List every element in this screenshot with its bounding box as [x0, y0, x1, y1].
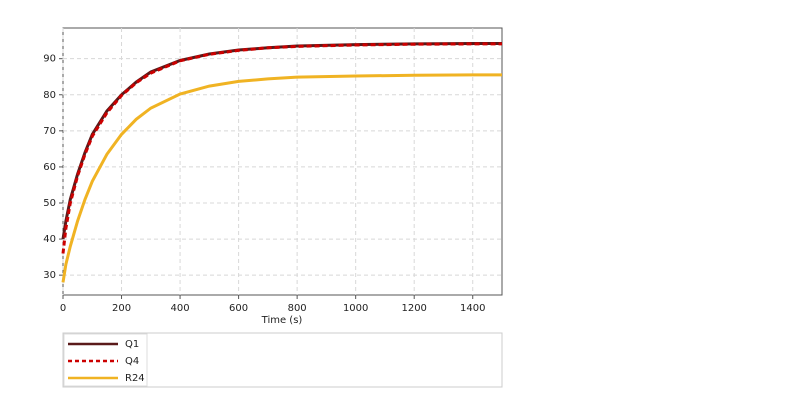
x-tick-label: 1400: [460, 303, 485, 314]
y-tick-label: 80: [43, 90, 56, 101]
legend-label: Q1: [125, 339, 139, 350]
series-line: [61, 73, 502, 283]
x-tick-label: 200: [112, 303, 131, 314]
legend-label: R24: [125, 373, 145, 384]
x-tick-label: 600: [229, 303, 248, 314]
x-tick-label: 800: [288, 303, 307, 314]
series-line: [61, 42, 502, 254]
x-axis-label: Time (s): [261, 315, 303, 326]
y-tick-label: 90: [43, 54, 56, 65]
y-tick-label: 30: [43, 270, 56, 281]
y-tick-label: 40: [43, 234, 56, 245]
y-tick-label: 70: [43, 126, 56, 137]
y-tick-label: 60: [43, 162, 56, 173]
x-tick-label: 400: [171, 303, 190, 314]
x-tick-label: 0: [60, 303, 66, 314]
x-tick-label: 1000: [343, 303, 368, 314]
y-tick-label: 50: [43, 198, 56, 209]
legend-label: Q4: [125, 356, 139, 367]
x-tick-label: 1200: [401, 303, 426, 314]
plot-area: [62, 27, 503, 296]
